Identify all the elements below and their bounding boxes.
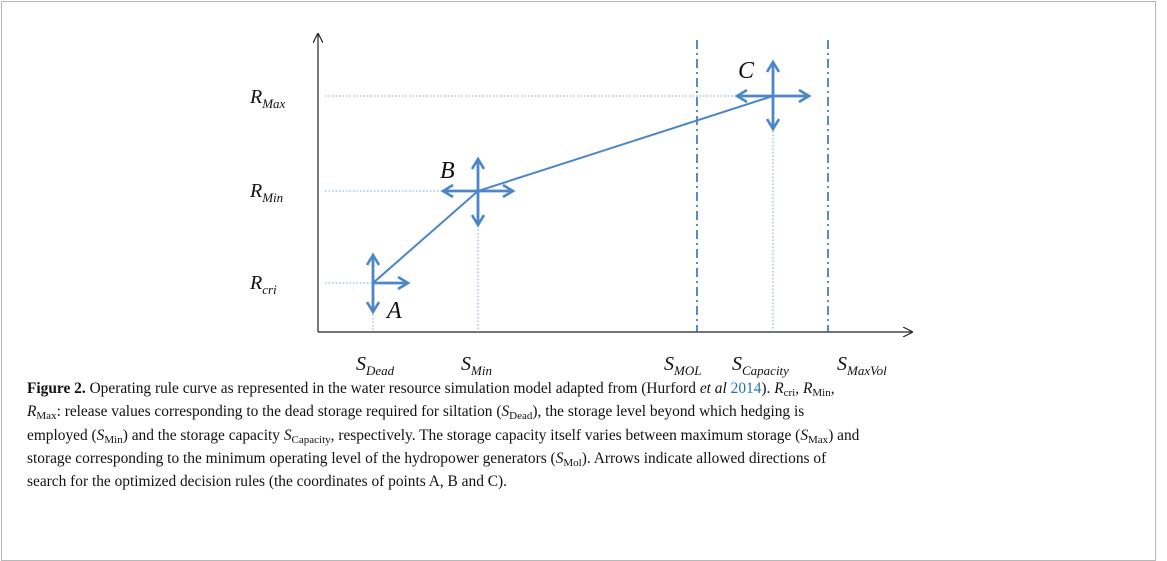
x-label: SDead bbox=[356, 353, 395, 378]
caption-text: S bbox=[283, 426, 292, 444]
caption-text: S bbox=[501, 403, 510, 421]
label-base: R bbox=[249, 180, 262, 202]
point-label: C bbox=[738, 58, 755, 84]
caption-text: ), the storage level beyond which hedgin… bbox=[532, 403, 805, 421]
limit-lines bbox=[696, 40, 829, 332]
caption-text: Operating rule curve as represented in t… bbox=[85, 380, 700, 397]
caption-line: search for the optimized decision rules … bbox=[27, 470, 859, 493]
caption-text: Dead bbox=[509, 410, 533, 423]
label-base: S bbox=[837, 353, 847, 375]
label-sub: Min bbox=[261, 190, 283, 205]
citation-link[interactable]: 2014 bbox=[730, 380, 762, 397]
label-base: R bbox=[249, 272, 262, 294]
caption-line: employed (SMin) and the storage capacity… bbox=[27, 424, 859, 447]
label-base: S bbox=[461, 353, 471, 375]
x-label: SCapacity bbox=[732, 353, 789, 378]
label-sub: Dead bbox=[365, 363, 395, 378]
rule-curve bbox=[372, 95, 774, 284]
label-sub: Max bbox=[261, 96, 285, 111]
point-label: B bbox=[440, 158, 455, 184]
label-sub: Capacity bbox=[742, 363, 789, 378]
caption-text: Figure 2. bbox=[27, 380, 86, 397]
axes bbox=[318, 34, 912, 332]
label-sub: cri bbox=[262, 282, 277, 297]
caption-text: ) and bbox=[828, 426, 860, 444]
label-base: R bbox=[249, 86, 262, 108]
caption-text: employed ( bbox=[27, 426, 97, 444]
caption-line: storage corresponding to the minimum ope… bbox=[27, 447, 859, 470]
caption-text: Max bbox=[808, 433, 829, 446]
caption-text: et al bbox=[699, 380, 727, 397]
x-label: SMaxVol bbox=[837, 353, 887, 378]
caption-line: Figure 2. Operating rule curve as repres… bbox=[27, 377, 859, 400]
caption-text: cri bbox=[783, 387, 796, 399]
caption-line: RMax: release values corresponding to th… bbox=[27, 400, 859, 423]
y-label: RMax bbox=[249, 86, 286, 111]
x-label: SMOL bbox=[664, 353, 701, 378]
caption-text: S bbox=[800, 426, 809, 444]
caption-text: Mol bbox=[563, 456, 582, 469]
caption-text: search for the optimized decision rules … bbox=[27, 473, 507, 491]
caption-text: ). bbox=[761, 380, 775, 397]
caption-text: R bbox=[27, 403, 37, 421]
caption-text: ). Arrows indicate allowed directions of bbox=[581, 449, 827, 467]
label-base: S bbox=[664, 353, 674, 375]
label-base: S bbox=[356, 353, 366, 375]
caption-text: , respectively. The storage capacity its… bbox=[330, 426, 801, 444]
search-arrows bbox=[373, 63, 808, 311]
y-label: Rcri bbox=[249, 272, 277, 297]
label-base: S bbox=[732, 353, 742, 375]
caption-text: Min bbox=[812, 387, 831, 399]
caption-text: Min bbox=[104, 433, 123, 446]
caption: Figure 2. Operating rule curve as repres… bbox=[27, 377, 859, 493]
caption-text: Capacity bbox=[291, 433, 331, 446]
caption-text: , bbox=[795, 380, 803, 397]
caption-text: , bbox=[830, 380, 835, 397]
caption-text: Max bbox=[36, 410, 57, 423]
caption-text: S bbox=[96, 426, 105, 444]
label-sub: MOL bbox=[673, 363, 701, 378]
label-sub: MaxVol bbox=[846, 363, 887, 378]
caption-text: storage corresponding to the minimum ope… bbox=[27, 449, 556, 467]
caption-text: ) and the storage capacity bbox=[122, 426, 284, 444]
diagram: RMax RMin Rcri SDead SMin SMOL SCapacity… bbox=[249, 0, 1167, 378]
x-label: SMin bbox=[461, 353, 492, 378]
point-label: A bbox=[385, 298, 402, 324]
y-label: RMin bbox=[249, 180, 283, 205]
label-sub: Min bbox=[470, 363, 492, 378]
caption-text: R bbox=[802, 380, 813, 397]
caption-text: : release values corresponding to the de… bbox=[56, 403, 502, 421]
caption-text: S bbox=[555, 449, 564, 467]
caption-text: R bbox=[774, 380, 784, 397]
guides bbox=[325, 95, 774, 332]
